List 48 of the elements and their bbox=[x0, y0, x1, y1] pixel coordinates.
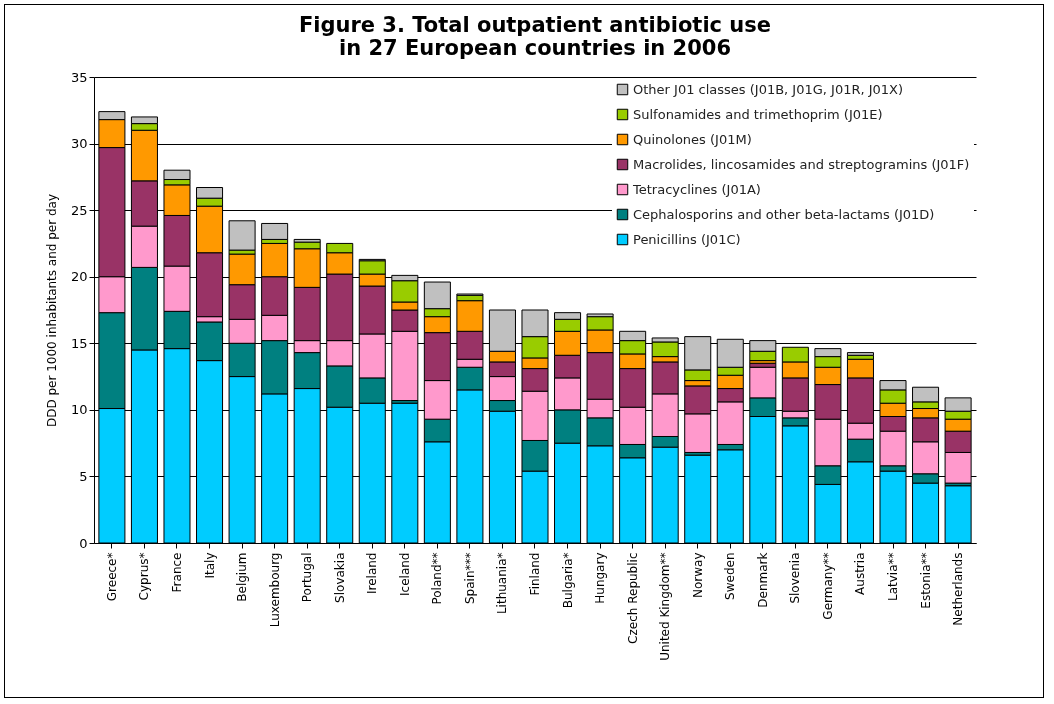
legend-label: Penicillins (J01C) bbox=[633, 231, 741, 247]
bar bbox=[163, 169, 191, 181]
legend-label: Tetracyclines (J01A) bbox=[632, 181, 761, 197]
x-tick-label: Cyprus* bbox=[137, 552, 152, 601]
x-tick-label: United Kingdom** bbox=[658, 552, 673, 661]
y-tick-label: 5 bbox=[79, 468, 88, 484]
x-tick-label: Slovakia bbox=[332, 552, 347, 603]
x-tick-label: Hungary bbox=[593, 552, 608, 604]
legend-label: Quinolones (J01M) bbox=[633, 131, 752, 147]
x-tick-label: Ireland bbox=[365, 552, 380, 595]
x-tick-label: Czech Republic bbox=[625, 552, 640, 644]
x-tick-label: Italy bbox=[202, 552, 217, 579]
x-tick-label: Iceland bbox=[397, 552, 412, 596]
x-tick-label: Norway bbox=[690, 552, 705, 599]
chart-title: Figure 3. Total outpatient antibiotic use in 27 European countries in 2006 bbox=[298, 13, 772, 60]
x-tick-label: Sweden bbox=[723, 552, 738, 600]
legend-label: Macrolides, lincosamides and streptogramins (J01F) bbox=[633, 156, 970, 172]
x-tick-label: Lithuania* bbox=[495, 552, 510, 615]
y-tick-label: 20 bbox=[70, 269, 88, 285]
x-tick-label: Netherlands bbox=[951, 552, 966, 626]
x-tick-label: Bulgaria* bbox=[560, 552, 575, 609]
x-tick-label: Greece* bbox=[104, 552, 119, 602]
y-tick-label: 35 bbox=[70, 69, 88, 85]
bar bbox=[261, 222, 289, 240]
x-tick-label: Germany** bbox=[820, 552, 835, 620]
bar bbox=[228, 220, 256, 251]
x-tick-label: Belgium bbox=[235, 552, 250, 602]
legend-label: Sulfonamides and trimethoprim (J01E) bbox=[633, 106, 883, 122]
legend-label: Other J01 classes (J01B, J01G, J01R, J01X) bbox=[633, 81, 904, 97]
y-tick-label: 10 bbox=[70, 402, 88, 418]
y-tick-label: 30 bbox=[70, 136, 88, 152]
y-axis-title: DDD per 1000 inhabitants and per day bbox=[44, 193, 59, 428]
x-tick-label: Finland bbox=[528, 552, 542, 596]
y-tick-label: 25 bbox=[70, 202, 88, 218]
x-tick-label: Denmark bbox=[755, 552, 770, 608]
y-tick-label: 0 bbox=[79, 535, 88, 551]
x-tick-label: Estonia** bbox=[918, 552, 933, 609]
x-tick-label: Spain*** bbox=[462, 552, 477, 605]
x-tick-label: Latvia** bbox=[886, 552, 901, 602]
bar bbox=[846, 352, 874, 356]
x-tick-label: Portugal bbox=[300, 552, 315, 603]
x-tick-label: France bbox=[169, 552, 184, 593]
x-tick-label: Austria bbox=[853, 552, 868, 595]
legend-label: Cephalosporins and other beta-lactams (J01D) bbox=[633, 206, 935, 222]
y-tick-label: 15 bbox=[70, 335, 88, 351]
x-tick-label: Slovenia bbox=[788, 552, 803, 604]
x-tick-label: Poland** bbox=[430, 552, 445, 605]
x-tick-label: Luxembourg bbox=[267, 552, 282, 628]
